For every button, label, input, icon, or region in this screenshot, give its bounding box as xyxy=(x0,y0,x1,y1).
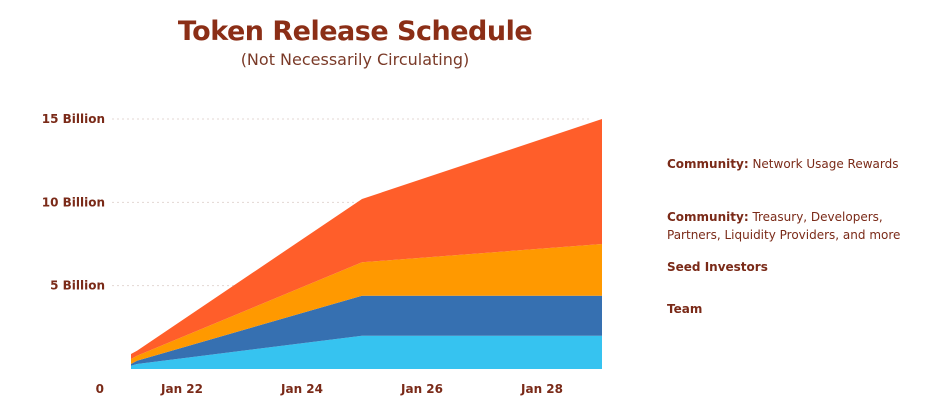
legend-label: Community: Network Usage Rewards xyxy=(667,155,929,173)
legend-label: Seed Investors xyxy=(667,258,929,276)
area-series-0 xyxy=(131,335,602,369)
x-tick-label-3: Jan 28 xyxy=(520,382,563,396)
area-series-1 xyxy=(131,295,602,366)
x-tick-label-2: Jan 26 xyxy=(400,382,443,396)
area-series-3 xyxy=(131,119,602,359)
y-tick-label-1: 5 Billion xyxy=(50,279,105,293)
legend-series-desc: Treasury, Developers, Partners, Liquidit… xyxy=(667,210,901,242)
x-tick-label-0: Jan 22 xyxy=(160,382,203,396)
chart-subtitle: (Not Necessarily Circulating) xyxy=(240,50,470,69)
legend-label: Community: Treasury, Developers, Partner… xyxy=(667,208,929,244)
legend-series-name: Community: xyxy=(667,157,749,171)
x-tick-label-1: Jan 24 xyxy=(280,382,323,396)
legend-label: Team xyxy=(667,300,929,318)
legend-series-name: Team xyxy=(667,302,703,316)
y-tick-label-2: 10 Billion xyxy=(42,195,105,209)
chart-title: Token Release Schedule xyxy=(177,16,533,47)
y-tick-label-0: 0 xyxy=(96,382,104,396)
legend-series-name: Seed Investors xyxy=(667,260,768,274)
y-tick-label-3: 15 Billion xyxy=(42,112,105,126)
legend-series-desc: Network Usage Rewards xyxy=(748,157,899,171)
legend-series-name: Community: xyxy=(667,210,749,224)
area-series-2 xyxy=(131,244,602,364)
